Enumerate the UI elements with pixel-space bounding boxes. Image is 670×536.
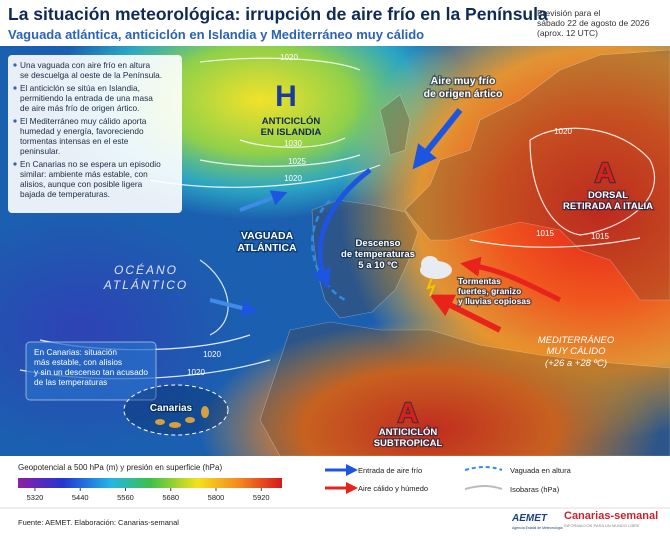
info-line: humedad y energía, favoreciendo xyxy=(20,126,144,136)
info-line: de aire más frío de origen ártico. xyxy=(20,103,139,113)
isobar-label: 1015 xyxy=(591,232,609,241)
colorbar xyxy=(18,478,282,488)
info-line: similar: ambiente más estable, con xyxy=(20,169,148,179)
temp-drop-label: Descenso de temperaturas 5 a 10 ºC xyxy=(341,238,415,271)
info-line: se descuelga al oeste de la Península. xyxy=(20,70,162,80)
high-symbol: H xyxy=(275,80,297,113)
isobar-label: 1020 xyxy=(203,350,221,359)
isobar xyxy=(199,154,361,167)
colorbar-tick-label: 5440 xyxy=(72,493,89,502)
info-box xyxy=(8,55,182,213)
isobar xyxy=(199,259,229,336)
isobar xyxy=(239,137,346,148)
subtitle: Vaguada atlántica, anticiclón en Islandi… xyxy=(8,27,424,42)
colorbar-tick-label: 5800 xyxy=(208,493,225,502)
cold-air-arrow xyxy=(412,108,463,170)
title: La situación meteorológica: irrupción de… xyxy=(8,4,548,24)
legend-isobar xyxy=(464,485,503,490)
bullet xyxy=(13,119,17,123)
subtropical-label: ANTICICLÓN SUBTROPICAL xyxy=(374,426,443,449)
canarias-box xyxy=(25,341,157,401)
info-line: peninsular. xyxy=(20,146,60,156)
info-line: permitiendo la entrada de una masa xyxy=(20,93,153,103)
isobar-labels: 1020 1030 1025 1020 1020 1015 1015 1020 1020 xyxy=(187,53,609,377)
subtropical-field xyxy=(200,320,660,456)
colorbar-tick-label: 5680 xyxy=(162,493,179,502)
trough-label: VAGUADA ATLÁNTICA xyxy=(237,230,297,254)
legend-label: Entrada de aire frío xyxy=(358,466,422,475)
land xyxy=(259,49,670,456)
isobar-label: 1020 xyxy=(284,174,302,183)
info-line: En Canarias no se espera un episodio xyxy=(20,159,161,169)
legend-label: Aire cálido y húmedo xyxy=(358,484,428,493)
colorbar-tick-label: 5920 xyxy=(253,493,270,502)
isobar xyxy=(199,57,361,71)
info-line: alisios, aunque con posible ligera xyxy=(20,179,143,189)
ridge-label: DORSAL RETIRADA A ITALIA xyxy=(563,190,653,212)
info-line: Una vaguada con aire frío en altura xyxy=(20,60,150,70)
ridge-symbol: A xyxy=(595,157,615,188)
trough-axis xyxy=(311,199,346,302)
mediterranean-label: MEDITERRÁNEO MUY CÁLIDO (+26 a +28 ºC) xyxy=(538,335,615,369)
cold-air-arrow xyxy=(239,190,288,212)
info-line: El Mediterráneo muy cálido aporta xyxy=(20,116,147,126)
storms-label: Tormentas fuertes, granizo y lluvias copio… xyxy=(458,276,531,306)
canarias-note: En Canarias: situación más estable, con a… xyxy=(34,347,148,387)
info-line: bajada de temperaturas. xyxy=(20,189,110,199)
cold-air-arrow xyxy=(312,168,372,290)
britain xyxy=(379,94,411,156)
info-line: El anticiclón se sitúa en Islandia, xyxy=(20,83,140,93)
legend-label: Isobaras (hPa) xyxy=(510,485,560,494)
ocean-label: OCÉANO ATLÁNTICO xyxy=(103,262,188,292)
warm-air-arrow xyxy=(429,294,502,333)
isobar xyxy=(529,127,656,236)
brand-subtitle: INFORMACIÓN PARA UN MUNDO LIBRE xyxy=(564,523,640,528)
info-line: tormentas intensas en el este xyxy=(20,136,129,146)
isobar-label: 1020 xyxy=(554,127,572,136)
legend-label: Vaguada en altura xyxy=(510,466,572,475)
cold-air-arrow xyxy=(209,298,258,316)
colorbar-ticks: 5320 5440 5560 5680 5800 5920 xyxy=(27,488,270,502)
colorbar-title: Geopotencial a 500 hPa (m) y presión en … xyxy=(18,463,222,472)
bullet xyxy=(13,63,17,67)
isobar-label: 1015 xyxy=(536,229,554,238)
isobar-label: 1030 xyxy=(284,139,302,148)
isobar-label: 1020 xyxy=(187,368,205,377)
arrows xyxy=(209,108,562,333)
aemet-logo: AEMET xyxy=(511,513,548,524)
canarias-circle xyxy=(123,384,229,436)
canarias-label: Canarias xyxy=(150,403,193,414)
high-label: ANTICICLÓN EN ISLANDIA xyxy=(261,115,322,138)
africa xyxy=(259,321,670,456)
bullet xyxy=(13,162,17,166)
storm-icon xyxy=(420,256,452,297)
europe xyxy=(404,49,670,301)
legend-trough xyxy=(464,466,503,471)
canary-islands xyxy=(155,406,209,428)
isobar-label: 1020 xyxy=(280,53,298,62)
colorbar-tick-label: 5320 xyxy=(27,493,44,502)
colorbar-tick-label: 5560 xyxy=(117,493,134,502)
isobar-label: 1025 xyxy=(288,157,306,166)
forecast: Previsión para el sábado 22 de agosto de … xyxy=(537,8,650,38)
isobar xyxy=(469,237,641,248)
source: Fuente: AEMET. Elaboración: Canarias-sem… xyxy=(18,518,179,527)
aemet-subtitle: Agencia Estatal de Meteorología xyxy=(512,526,563,530)
bullet xyxy=(13,86,17,90)
brand-logo: Canarias-semanal xyxy=(564,510,658,522)
warm-air-arrow xyxy=(460,256,562,303)
subtropical-symbol: A xyxy=(398,397,418,428)
arctic-air-label: Aire muy frío de origen ártico xyxy=(424,75,503,100)
